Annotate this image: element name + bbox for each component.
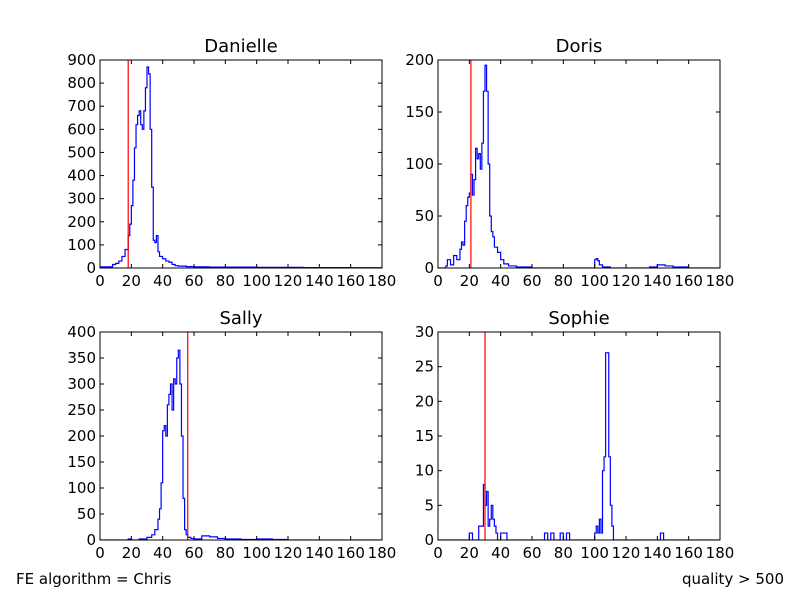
- x-tick-label: 160: [336, 272, 365, 290]
- x-tick-label: 140: [643, 544, 672, 562]
- x-tick-label: 180: [706, 544, 735, 562]
- y-tick-label: 15: [415, 427, 434, 445]
- x-tick-label: 40: [153, 544, 172, 562]
- x-tick-label: 160: [674, 544, 703, 562]
- y-tick-label: 250: [67, 401, 96, 419]
- y-tick-label: 100: [67, 479, 96, 497]
- x-tick-label: 20: [460, 544, 479, 562]
- y-tick-label: 0: [86, 531, 96, 549]
- x-tick-label: 140: [643, 272, 672, 290]
- y-tick-label: 300: [67, 190, 96, 208]
- y-tick-label: 350: [67, 349, 96, 367]
- x-tick-label: 160: [674, 272, 703, 290]
- x-tick-label: 80: [554, 544, 573, 562]
- subplot-danielle: 0 20 40 60 80 100 120 140 160 1800100200300400500…: [67, 36, 396, 290]
- y-tick-label: 150: [405, 103, 434, 121]
- x-tick-label: 120: [274, 272, 303, 290]
- x-tick-label: 120: [274, 544, 303, 562]
- y-tick-label: 25: [415, 358, 434, 376]
- x-tick-label: 20: [122, 544, 141, 562]
- y-tick-label: 0: [86, 259, 96, 277]
- y-tick-label: 5: [424, 496, 434, 514]
- y-tick-label: 10: [415, 462, 434, 480]
- subplot-title: Sally: [219, 308, 262, 329]
- y-tick-label: 500: [67, 143, 96, 161]
- y-tick-label: 400: [67, 167, 96, 185]
- x-tick-label: 40: [491, 272, 510, 290]
- y-tick-label: 100: [67, 236, 96, 254]
- y-tick-label: 100: [405, 155, 434, 173]
- x-tick-label: 60: [522, 544, 541, 562]
- x-tick-label: 180: [368, 544, 397, 562]
- y-tick-label: 400: [67, 323, 96, 341]
- x-tick-label: 100: [580, 272, 609, 290]
- x-tick-label: 180: [368, 272, 397, 290]
- x-tick-label: 100: [242, 544, 271, 562]
- histogram-series-danielle: [100, 66, 382, 268]
- footer-right-label: quality > 500: [681, 570, 784, 588]
- x-tick-label: 0: [433, 272, 443, 290]
- y-tick-label: 0: [424, 259, 434, 277]
- y-tick-label: 200: [405, 51, 434, 69]
- x-tick-label: 140: [305, 544, 334, 562]
- y-tick-label: 30: [415, 323, 434, 341]
- x-tick-label: 180: [706, 272, 735, 290]
- y-tick-label: 200: [67, 427, 96, 445]
- subplot-title: Danielle: [204, 36, 277, 57]
- x-tick-label: 80: [216, 544, 235, 562]
- x-tick-label: 140: [305, 272, 334, 290]
- y-tick-label: 0: [424, 531, 434, 549]
- x-tick-label: 20: [460, 272, 479, 290]
- y-tick-label: 700: [67, 97, 96, 115]
- x-tick-label: 0: [95, 544, 105, 562]
- y-tick-label: 900: [67, 51, 96, 69]
- y-tick-label: 50: [77, 505, 96, 523]
- axes-frame-sally: [99, 331, 383, 541]
- axes-frame-sophie: [437, 331, 721, 541]
- x-tick-label: 80: [216, 272, 235, 290]
- x-tick-label: 40: [491, 544, 510, 562]
- x-tick-label: 60: [184, 544, 203, 562]
- x-tick-label: 120: [612, 544, 641, 562]
- x-tick-label: 160: [336, 544, 365, 562]
- x-tick-label: 120: [612, 272, 641, 290]
- x-tick-label: 60: [522, 272, 541, 290]
- y-tick-label: 150: [67, 453, 96, 471]
- subplot-title: Doris: [556, 36, 603, 57]
- subplot-doris: 0 20 40 60 80 100 120 140 160 180050100150200Dori…: [405, 36, 734, 290]
- histogram-series-sophie: [438, 352, 720, 540]
- y-tick-label: 50: [415, 207, 434, 225]
- footer-left-label: FE algorithm = Chris: [16, 570, 172, 588]
- y-tick-label: 20: [415, 392, 434, 410]
- y-tick-label: 800: [67, 74, 96, 92]
- histogram-series-sally: [100, 349, 382, 540]
- x-tick-label: 80: [554, 272, 573, 290]
- axes-frame-danielle: [99, 59, 383, 269]
- subplot-sophie: 0 20 40 60 80 100 120 140 160 180 0 5 10 15 20 25 30 Soph…: [415, 308, 734, 562]
- subplot-sally: 0 20 40 60 80 100 120 140 160 1800501001502002503…: [67, 308, 396, 562]
- x-tick-label: 20: [122, 272, 141, 290]
- histogram-series-doris: [438, 64, 720, 268]
- x-tick-label: 0: [433, 544, 443, 562]
- y-tick-label: 600: [67, 120, 96, 138]
- x-tick-label: 100: [242, 272, 271, 290]
- subplot-title: Sophie: [548, 308, 609, 329]
- y-tick-label: 200: [67, 213, 96, 231]
- x-tick-label: 0: [95, 272, 105, 290]
- x-tick-label: 100: [580, 544, 609, 562]
- y-tick-label: 300: [67, 375, 96, 393]
- x-tick-label: 40: [153, 272, 172, 290]
- x-tick-label: 60: [184, 272, 203, 290]
